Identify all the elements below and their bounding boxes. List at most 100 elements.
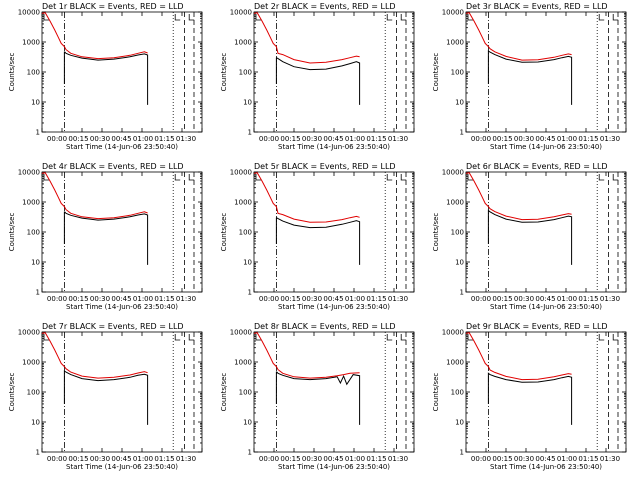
y-tick-label: 1 [248, 129, 252, 137]
y-tick-label: 100 [239, 229, 252, 237]
x-tick-label: 00:45 [535, 135, 555, 143]
series-lld-line [41, 332, 148, 379]
x-tick-label: 00:30 [514, 295, 534, 303]
y-tick-label: 10000 [18, 169, 40, 177]
corner-bracket-right [174, 334, 181, 341]
series-lld-line [41, 12, 148, 60]
y-axis-label: Counts/sec [220, 213, 228, 252]
y-tick-label: 10 [243, 99, 252, 107]
x-axis-label: Start Time (14-Jun-06 23:50:40) [278, 143, 390, 151]
y-tick-label: 10000 [230, 329, 252, 337]
y-tick-label: 10 [243, 259, 252, 267]
x-tick-label: 01:15 [578, 295, 598, 303]
y-tick-label: 1 [460, 289, 464, 297]
y-axis-label: Counts/sec [432, 373, 440, 412]
y-axis-label: Counts/sec [432, 213, 440, 252]
panel-title: Det 6r BLACK = Events, RED = LLD [466, 162, 608, 171]
series-events-line [275, 57, 361, 105]
panel-title: Det 3r BLACK = Events, RED = LLD [466, 2, 608, 11]
panel-det-4: Det 4r BLACK = Events, RED = LLD 1 10 100 10… [8, 162, 203, 311]
series-lld-line [465, 172, 572, 221]
plot-frame [41, 11, 203, 133]
x-tick-label: 01:30 [176, 135, 196, 143]
panel-title: Det 7r BLACK = Events, RED = LLD [42, 322, 184, 331]
x-tick-label: 00:30 [90, 135, 110, 143]
corner-bracket-right [386, 174, 393, 181]
x-tick-label: 00:30 [90, 455, 110, 463]
x-tick-label: 00:30 [302, 135, 322, 143]
y-tick-label: 100 [451, 69, 464, 77]
x-tick-label: 01:30 [388, 455, 408, 463]
x-tick-label: 00:15 [68, 455, 88, 463]
x-tick-label: 00:45 [111, 295, 131, 303]
y-tick-label: 1000 [446, 39, 464, 47]
panel-det-6: Det 6r BLACK = Events, RED = LLD 1 10 100 10… [432, 162, 627, 311]
corner-bracket-right2 [188, 334, 195, 341]
panel-title: Det 4r BLACK = Events, RED = LLD [42, 162, 184, 171]
y-tick-label: 100 [239, 389, 252, 397]
series-lld-line [253, 12, 360, 64]
corner-bracket-left [255, 174, 261, 181]
x-tick-label: 01:00 [133, 135, 153, 143]
corner-bracket-right2 [188, 174, 195, 181]
y-axis-label: Counts/sec [220, 373, 228, 412]
x-axis-label: Start Time (14-Jun-06 23:50:40) [490, 303, 602, 311]
y-tick-label: 10000 [230, 169, 252, 177]
x-tick-label: 00:30 [302, 295, 322, 303]
panel-title: Det 2r BLACK = Events, RED = LLD [254, 2, 396, 11]
panel-title: Det 1r BLACK = Events, RED = LLD [42, 2, 184, 11]
y-tick-label: 100 [451, 229, 464, 237]
x-tick-label: 00:15 [492, 455, 512, 463]
y-tick-label: 10 [31, 259, 40, 267]
series-events-line [487, 50, 573, 105]
corner-bracket-left [43, 174, 49, 181]
x-tick-label: 00:00 [47, 295, 67, 303]
x-tick-label: 00:45 [323, 455, 343, 463]
y-tick-label: 1 [248, 449, 252, 457]
series-events-line [487, 372, 573, 425]
x-tick-label: 01:00 [345, 455, 365, 463]
corner-bracket-left [255, 334, 261, 341]
x-tick-label: 01:00 [557, 135, 577, 143]
x-tick-label: 01:15 [154, 295, 174, 303]
series-events-line [275, 217, 361, 265]
corner-bracket-left [43, 14, 49, 21]
y-tick-label: 1000 [234, 199, 252, 207]
x-tick-label: 01:00 [345, 295, 365, 303]
corner-bracket-right [598, 14, 605, 21]
x-tick-label: 00:00 [471, 455, 491, 463]
y-tick-label: 10 [31, 419, 40, 427]
x-tick-label: 00:45 [111, 455, 131, 463]
series-lld-line [465, 332, 572, 381]
x-tick-label: 00:15 [68, 295, 88, 303]
x-tick-label: 00:15 [280, 295, 300, 303]
plot-frame [41, 331, 203, 453]
x-tick-label: 01:15 [366, 295, 386, 303]
x-tick-label: 00:15 [68, 135, 88, 143]
series-events-line [275, 371, 361, 425]
x-axis-label: Start Time (14-Jun-06 23:50:40) [66, 143, 178, 151]
x-tick-label: 01:30 [600, 295, 620, 303]
series-lld-line [253, 172, 360, 223]
x-tick-label: 01:00 [557, 295, 577, 303]
corner-bracket-left [43, 334, 49, 341]
y-tick-label: 1000 [22, 39, 40, 47]
y-tick-label: 10000 [442, 329, 464, 337]
corner-bracket-right [174, 14, 181, 21]
y-axis-label: Counts/sec [8, 373, 16, 412]
x-tick-label: 00:30 [302, 455, 322, 463]
plot-frame [465, 11, 627, 133]
x-tick-label: 00:15 [280, 455, 300, 463]
plot-frame [253, 331, 415, 453]
y-tick-label: 10000 [442, 9, 464, 17]
y-tick-label: 100 [27, 229, 40, 237]
corner-bracket-right2 [400, 174, 407, 181]
x-tick-label: 00:00 [471, 135, 491, 143]
x-tick-label: 01:15 [366, 455, 386, 463]
x-tick-label: 01:30 [388, 135, 408, 143]
corner-bracket-right [598, 334, 605, 341]
x-tick-label: 00:00 [471, 295, 491, 303]
panel-det-9: Det 9r BLACK = Events, RED = LLD 1 10 100 10… [432, 322, 627, 471]
panel-det-7: Det 7r BLACK = Events, RED = LLD 1 10 100 10… [8, 322, 203, 471]
y-tick-label: 1 [248, 289, 252, 297]
